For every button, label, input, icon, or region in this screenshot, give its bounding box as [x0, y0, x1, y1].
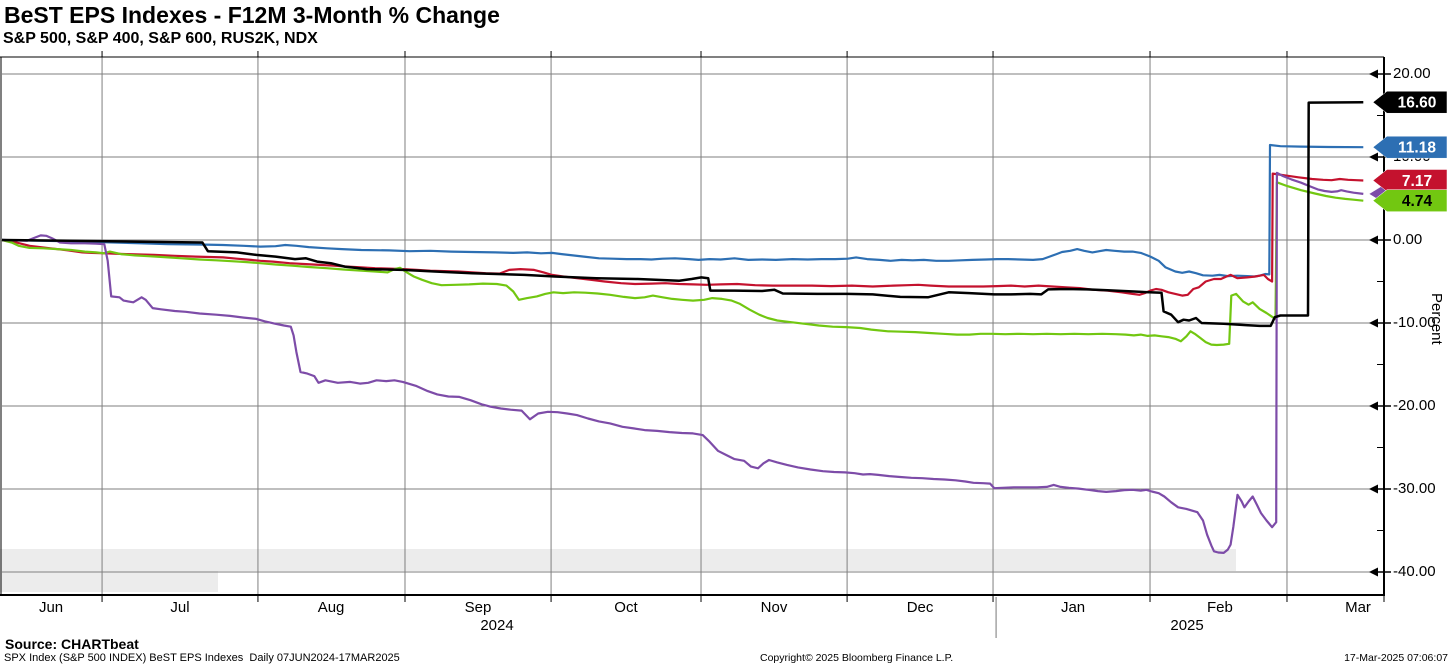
- y-tick-arrow: [1369, 484, 1378, 494]
- y-axis-tick-label: -30.00: [1393, 480, 1436, 497]
- y-tick-arrow: [1369, 69, 1378, 79]
- series-line-4: [1, 171, 1364, 555]
- end-value-badge-label: 4.74: [1402, 193, 1433, 210]
- end-value-badge-label: 7.17: [1402, 173, 1432, 190]
- legend-band-row2: [0, 571, 218, 592]
- end-value-badge: [1372, 90, 1448, 114]
- end-value-badge: [1372, 135, 1448, 159]
- y-axis-tick-label: 20.00: [1393, 65, 1431, 82]
- y-tick-arrow: [1369, 235, 1378, 245]
- page-title: BeST EPS Indexes - F12M 3-Month % Change: [4, 2, 500, 28]
- y-tick-arrow: [1369, 567, 1378, 577]
- y-axis-tick-label: -10.00: [1393, 314, 1436, 331]
- y-tick-arrow: [1369, 401, 1378, 411]
- y-tick-arrow: [1369, 318, 1378, 328]
- series-line-5: [1, 100, 1364, 328]
- series-line-1: [1, 143, 1364, 278]
- end-value-badge: [1372, 169, 1448, 192]
- page-subtitle: S&P 500, S&P 400, S&P 600, RUS2K, NDX: [3, 30, 318, 47]
- end-value-badge-label: 16.60: [1398, 95, 1437, 112]
- end-value-badge: [1372, 189, 1448, 212]
- y-axis-tick-label: -20.00: [1393, 397, 1436, 414]
- y-axis-tick-label: -40.00: [1393, 563, 1436, 580]
- series-line-3: [1, 181, 1364, 347]
- y-tick-arrow: [1369, 152, 1378, 162]
- legend-band-row1: [0, 549, 1236, 571]
- series-line-2: [1, 172, 1364, 297]
- end-value-badge-label: 11.18: [1398, 140, 1436, 157]
- y-axis-tick-label: 0.00: [1393, 231, 1423, 248]
